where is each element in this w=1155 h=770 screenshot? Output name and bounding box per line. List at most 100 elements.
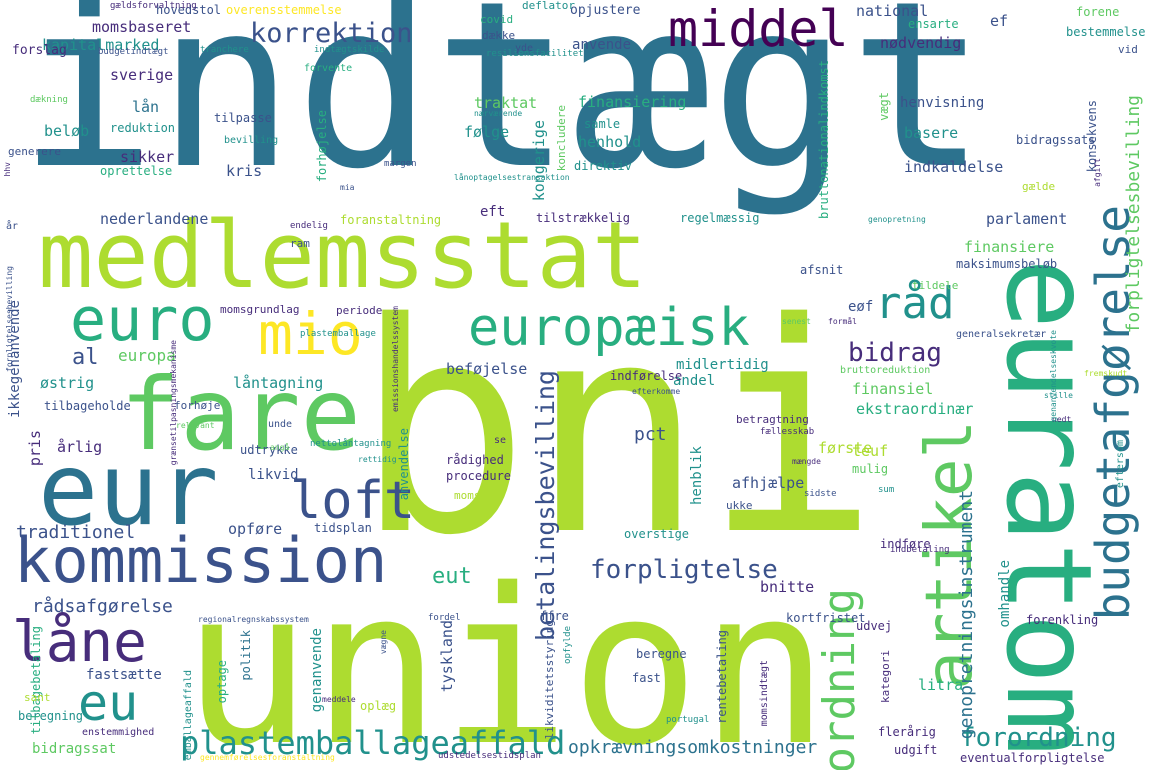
word-indfoere: indføre [880, 537, 931, 551]
word-fremskudt: fremskudt [1084, 369, 1128, 378]
word-genopretning: genopretning [868, 215, 926, 224]
word-forhoejelse: forhøjelse [315, 110, 329, 183]
word-henhold: henhold [578, 133, 642, 151]
word-emballageaffald: emballageaffald [183, 670, 194, 761]
word-sum: sum [878, 485, 895, 495]
word-betragtning: betragtning [736, 413, 809, 426]
word-unde: unde [268, 419, 293, 430]
word-anvendelse: anvendelse [397, 428, 411, 501]
word-deflator: deflator [522, 0, 575, 12]
word-formaal: formål [828, 317, 857, 326]
word-procedure: procedure [446, 469, 512, 483]
word-indfoerelse: indførelse [610, 369, 683, 383]
word-sverige: sverige [110, 66, 174, 84]
word-opfylde: opfylde [563, 626, 573, 664]
word-traditionel: traditionel [16, 522, 136, 543]
word-beloeb: beløb [44, 122, 90, 140]
word-overstige: overstige [624, 527, 690, 541]
word-eft: eft [480, 204, 506, 220]
word-budgetindtaegt: budgetindtægt [98, 47, 169, 57]
word-fordel: fordel [428, 613, 461, 623]
word-se: se [494, 435, 507, 446]
word-afsnit: afsnit [800, 263, 844, 277]
word-regelmaessig: regelmæssig [680, 211, 760, 225]
word-angaa: angå [270, 443, 290, 452]
word-kategori: kategori [879, 650, 892, 703]
word-fare: fare [120, 356, 361, 473]
word-ekstraordinaer: ekstraordinær [856, 400, 974, 418]
word-national: national [856, 2, 929, 20]
word-bevilling: bevilling [224, 135, 279, 146]
word-plastemballage: plastemballage [300, 329, 376, 339]
word-andel: andel [673, 373, 716, 389]
word-foelge: følge [464, 123, 510, 141]
word-gaeldsforvaltning: gældsforvaltning [110, 1, 197, 11]
word-aarlig: årlig [57, 438, 103, 456]
word-nettolaantagning: nettolåntagning [310, 439, 392, 449]
word-litra: litra [918, 676, 964, 694]
word-raadighed: rådighed [446, 453, 504, 467]
word-generalsekretaer: generalsekretær [956, 329, 1047, 340]
word-resiliensfacilitet: resiliensfacilitet [486, 49, 584, 59]
word-europa: europa [118, 346, 176, 365]
word-fastsaette: fastsætte [86, 667, 162, 683]
word-momsindtaegt: momsindtægt [759, 660, 770, 727]
word-mio: mio [258, 300, 363, 368]
word-opfoere: opføre [228, 520, 283, 538]
word-vaegne: vægne [379, 630, 388, 655]
word-laanoptagelsestransaktion: lånoptagelsestransaktion [454, 173, 570, 182]
word-tidsplan: tidsplan [314, 521, 372, 535]
word-koncludere: koncludere [555, 105, 568, 172]
word-galde: gælde [1022, 180, 1056, 193]
word-traktat: traktat [474, 94, 538, 112]
word-daekning: dækning [30, 95, 68, 105]
word-forordning: forordning [960, 723, 1117, 753]
word-kris: kris [226, 162, 263, 180]
word-parlament: parlament [986, 210, 1068, 228]
word-sikker: sikker [120, 148, 175, 166]
word-naervaerende: nærværende [474, 109, 523, 118]
word-euratom: euratom [980, 258, 1118, 756]
word-europaeisk: europæisk [468, 298, 750, 358]
word-indtaegtskilde: indtægtskilde [314, 45, 385, 55]
word-rettidig: rettidig [358, 455, 397, 464]
word-pct: pct [634, 424, 667, 445]
word-henblik: henblik [689, 446, 705, 506]
word-bidrag: bidrag [848, 338, 942, 368]
word-ram: ram [290, 237, 310, 250]
word-tilbagebetaling: tilbagebetaling [29, 626, 43, 735]
word-udtrykke: udtrykke [240, 443, 298, 457]
word-bruttoreduktion: bruttoreduktion [840, 365, 931, 376]
word-opjustere: opjustere [570, 3, 641, 18]
word-kortfristet: kortfristet [786, 611, 866, 625]
word-raad: råd [875, 278, 955, 329]
word-forene: forene [1076, 5, 1120, 19]
word-ef: ef [990, 12, 1009, 30]
word-forslag: forslag [12, 43, 67, 58]
word-eventualforpligtelse: eventualforpligtelse [960, 751, 1105, 765]
word-vaegt: vægt [877, 92, 891, 121]
word-laane: låne [12, 610, 147, 675]
word-teuf: teuf [852, 442, 889, 460]
word-mulig: mulig [852, 462, 889, 476]
word-eoef: eøf [848, 299, 874, 315]
word-midlertidig: midlertidig [676, 357, 769, 373]
word-tranchere: tranchere [200, 45, 249, 55]
word-oestrig: østrig [40, 374, 95, 392]
word-betalingsbevilling: betalingsbevilling [531, 370, 560, 641]
word-enstemmighed: enstemmighed [82, 727, 155, 738]
word-yde: yde [515, 43, 534, 54]
word-reduktion: reduktion [110, 121, 176, 135]
word-bidragssats: bidragssats [1016, 133, 1096, 147]
word-union: union [182, 542, 830, 770]
word-forhoeje: forhøje [174, 399, 221, 412]
word-raadsafgoerelse: rådsafgørelse [32, 596, 173, 617]
word-udgift: udgift [894, 743, 938, 757]
word-opkraevningsomkostninger: opkrævningsomkostninger [568, 737, 818, 758]
word-relevant: relevant [176, 421, 215, 430]
word-gennemfoerelsesforanstaltning: gennemførelsesforanstaltning [200, 753, 335, 762]
word-indtaegt: indtægt [18, 0, 988, 220]
word-ensarte: ensarte [908, 17, 959, 31]
word-likviditetsstyring: likviditetsstyring [543, 620, 556, 740]
word-aar: år [6, 221, 19, 232]
